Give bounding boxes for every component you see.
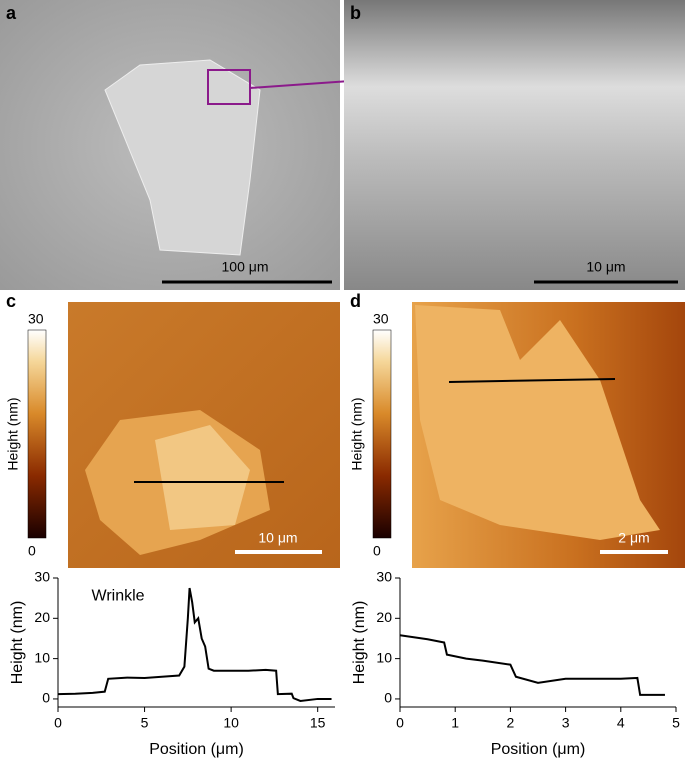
x-tick-label: 5	[141, 715, 149, 731]
x-axis-label: Position (μm)	[491, 741, 586, 758]
y-tick-label: 0	[384, 690, 392, 706]
x-tick-label: 0	[396, 715, 404, 731]
colorbar-max: 30	[373, 311, 389, 327]
x-tick-label: 5	[672, 715, 680, 731]
y-axis-label: Height (nm)	[9, 601, 26, 685]
colorbar	[27, 329, 47, 539]
colorbar	[372, 329, 392, 539]
colorbar-min: 0	[28, 543, 36, 559]
x-tick-label: 10	[223, 715, 239, 731]
panel-label: b	[350, 3, 361, 23]
profile-line	[448, 378, 616, 383]
colorbar-min: 0	[373, 543, 381, 559]
x-tick-label: 15	[310, 715, 326, 731]
scale-bar-label: 10 μm	[258, 530, 297, 546]
y-tick-label: 30	[376, 569, 392, 585]
flake	[415, 305, 660, 540]
panel-label: c	[6, 291, 16, 311]
y-tick-label: 10	[34, 649, 50, 665]
x-tick-label: 4	[617, 715, 625, 731]
y-tick-label: 20	[34, 609, 50, 625]
y-tick-label: 0	[42, 690, 50, 706]
y-tick-label: 20	[376, 609, 392, 625]
x-tick-label: 0	[54, 715, 62, 731]
scale-bar-label: 100 μm	[222, 259, 269, 275]
profile-line	[399, 634, 665, 696]
sem-image	[344, 0, 685, 290]
panel-label: d	[350, 291, 361, 311]
colorbar-max: 30	[28, 311, 44, 327]
colorbar-label: Height (nm)	[349, 397, 365, 470]
y-axis-label: Height (nm)	[351, 601, 368, 685]
colorbar-label: Height (nm)	[5, 397, 21, 470]
y-tick-label: 10	[376, 649, 392, 665]
x-tick-label: 3	[562, 715, 570, 731]
y-tick-label: 30	[34, 569, 50, 585]
profile-line	[57, 587, 332, 702]
scale-bar-label: 2 μm	[618, 530, 649, 546]
annotation: Wrinkle	[92, 587, 145, 604]
flake	[155, 425, 250, 530]
scale-bar-label: 10 μm	[586, 259, 625, 275]
panel-label: a	[6, 3, 17, 23]
x-axis-label: Position (μm)	[149, 741, 244, 758]
x-tick-label: 1	[451, 715, 459, 731]
x-tick-label: 2	[507, 715, 515, 731]
